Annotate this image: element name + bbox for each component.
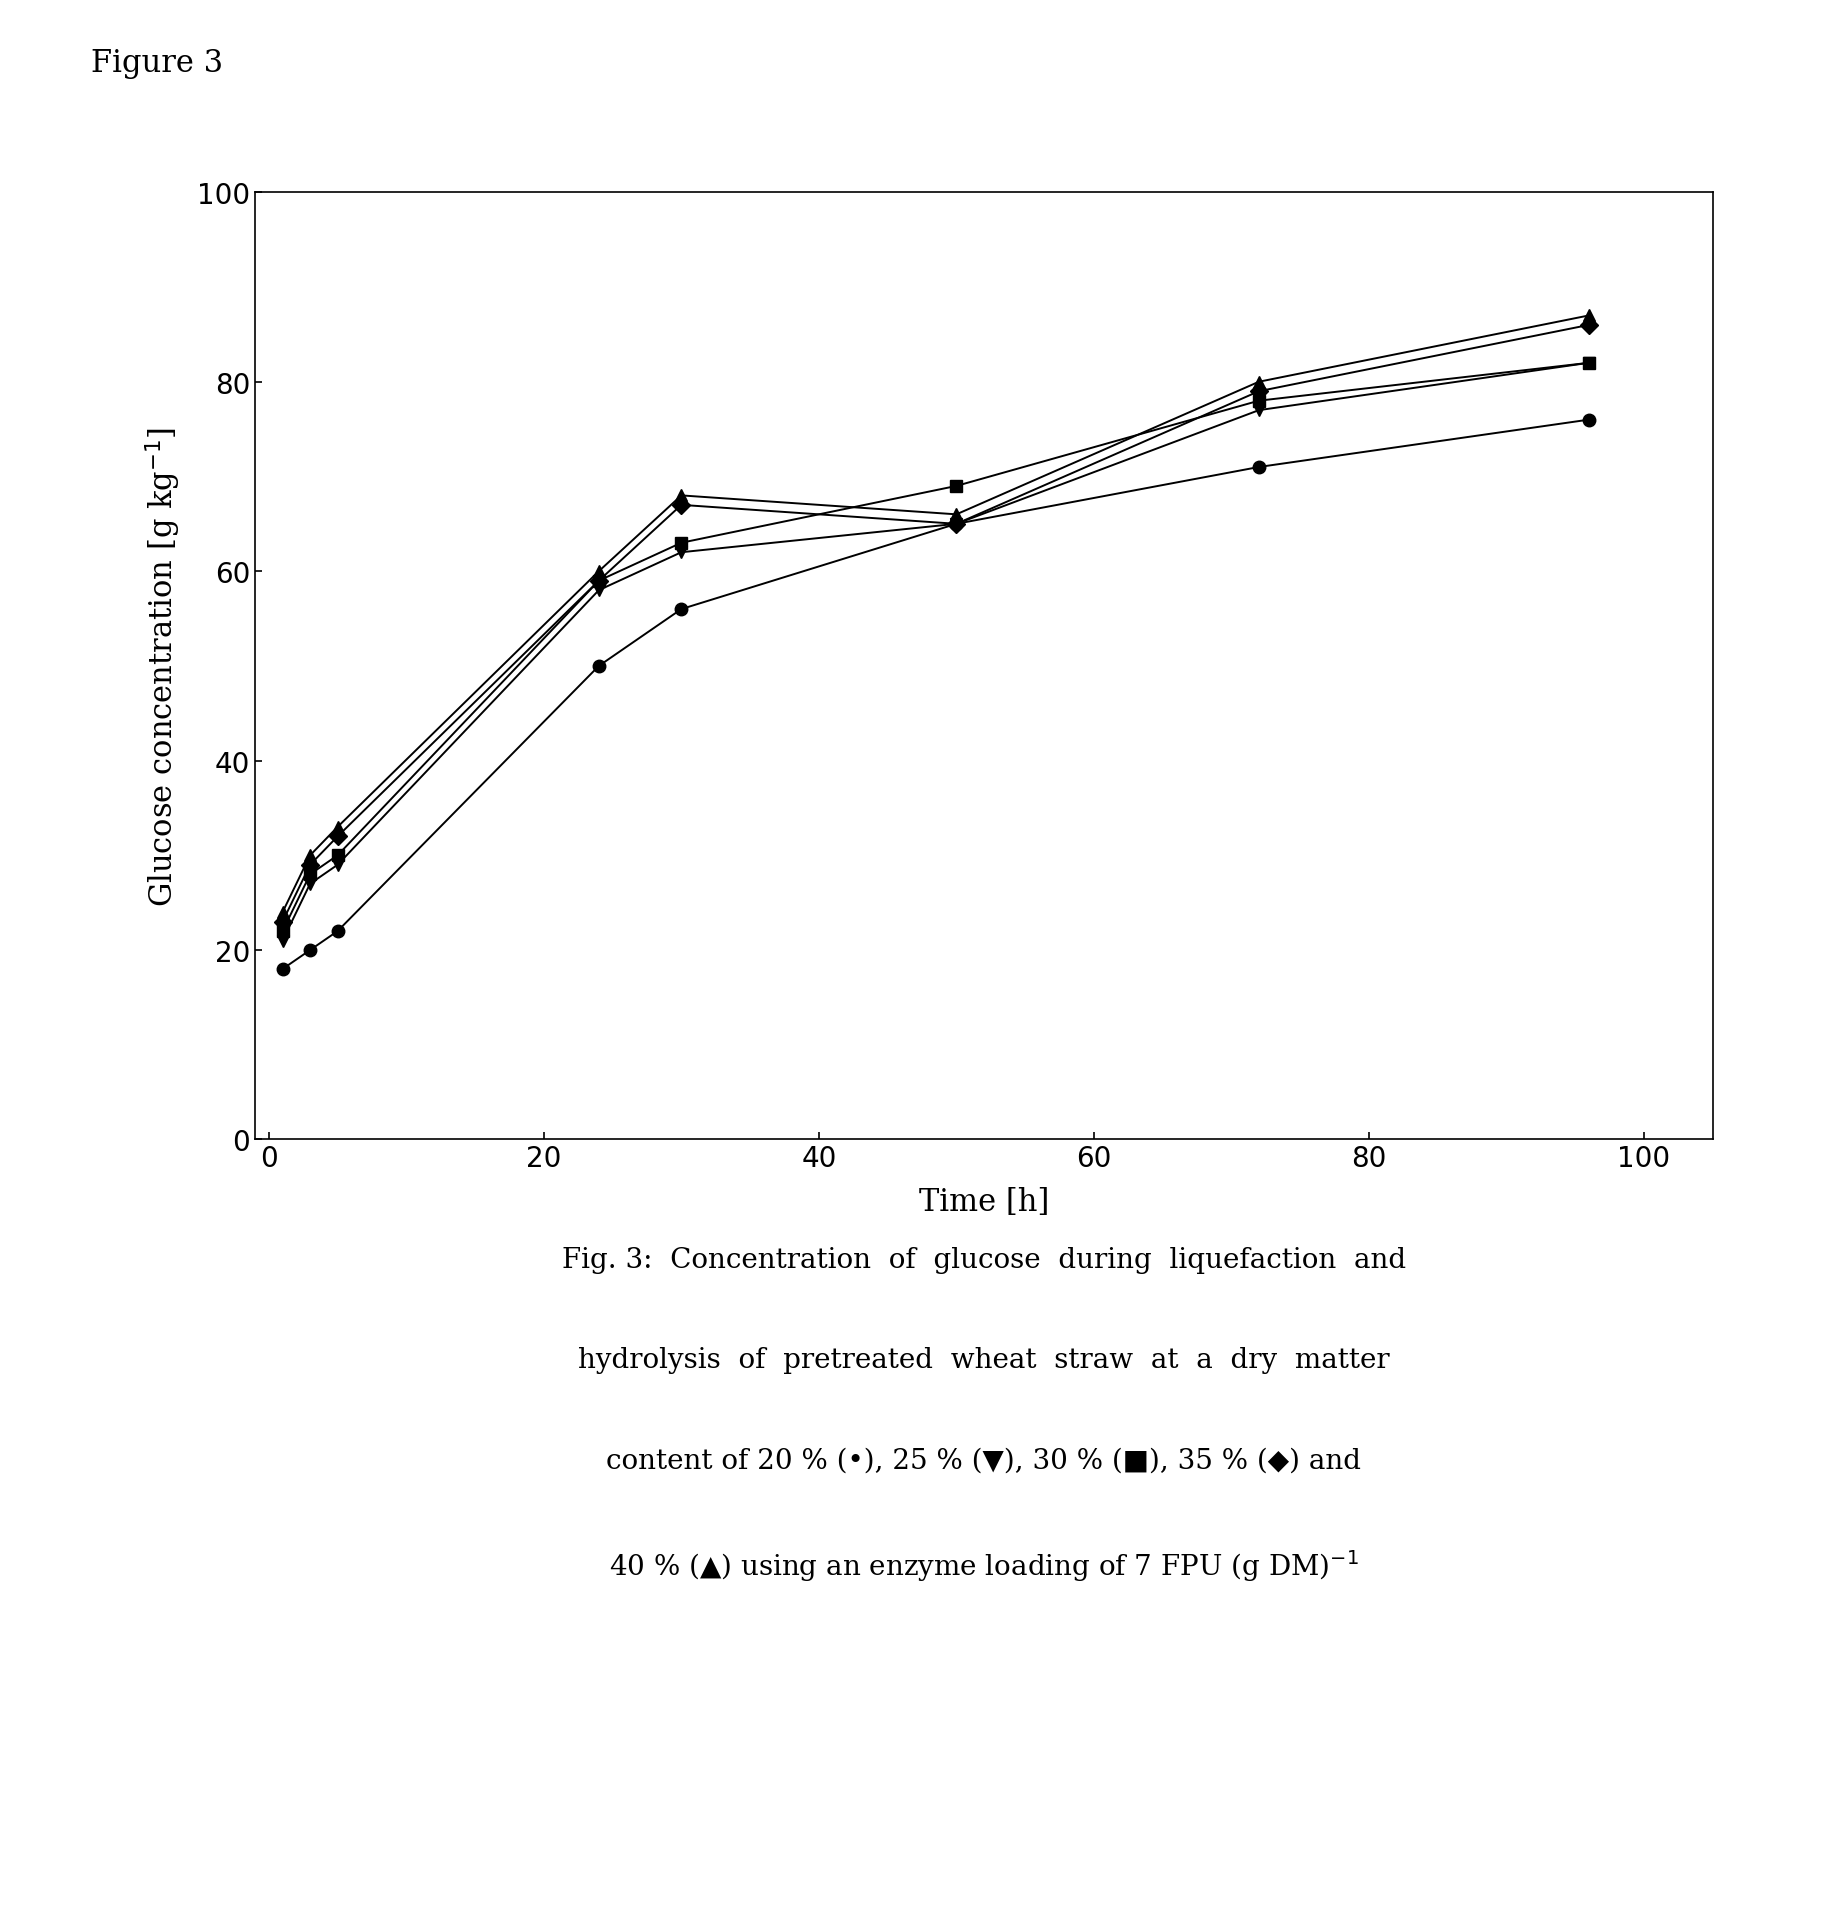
Text: content of 20 % (•), 25 % (▼), 30 % (■), 35 % (◆) and: content of 20 % (•), 25 % (▼), 30 % (■),… xyxy=(607,1447,1361,1474)
Text: 40 % (▲) using an enzyme loading of 7 FPU (g DM)$^{-1}$: 40 % (▲) using an enzyme loading of 7 FP… xyxy=(609,1548,1359,1584)
Y-axis label: Glucose concentration [g kg$^{-1}$]: Glucose concentration [g kg$^{-1}$] xyxy=(144,427,184,906)
Text: Figure 3: Figure 3 xyxy=(91,48,224,79)
X-axis label: Time [h]: Time [h] xyxy=(918,1186,1049,1217)
Text: Fig. 3:  Concentration  of  glucose  during  liquefaction  and: Fig. 3: Concentration of glucose during … xyxy=(561,1246,1407,1273)
Text: hydrolysis  of  pretreated  wheat  straw  at  a  dry  matter: hydrolysis of pretreated wheat straw at … xyxy=(578,1347,1390,1374)
